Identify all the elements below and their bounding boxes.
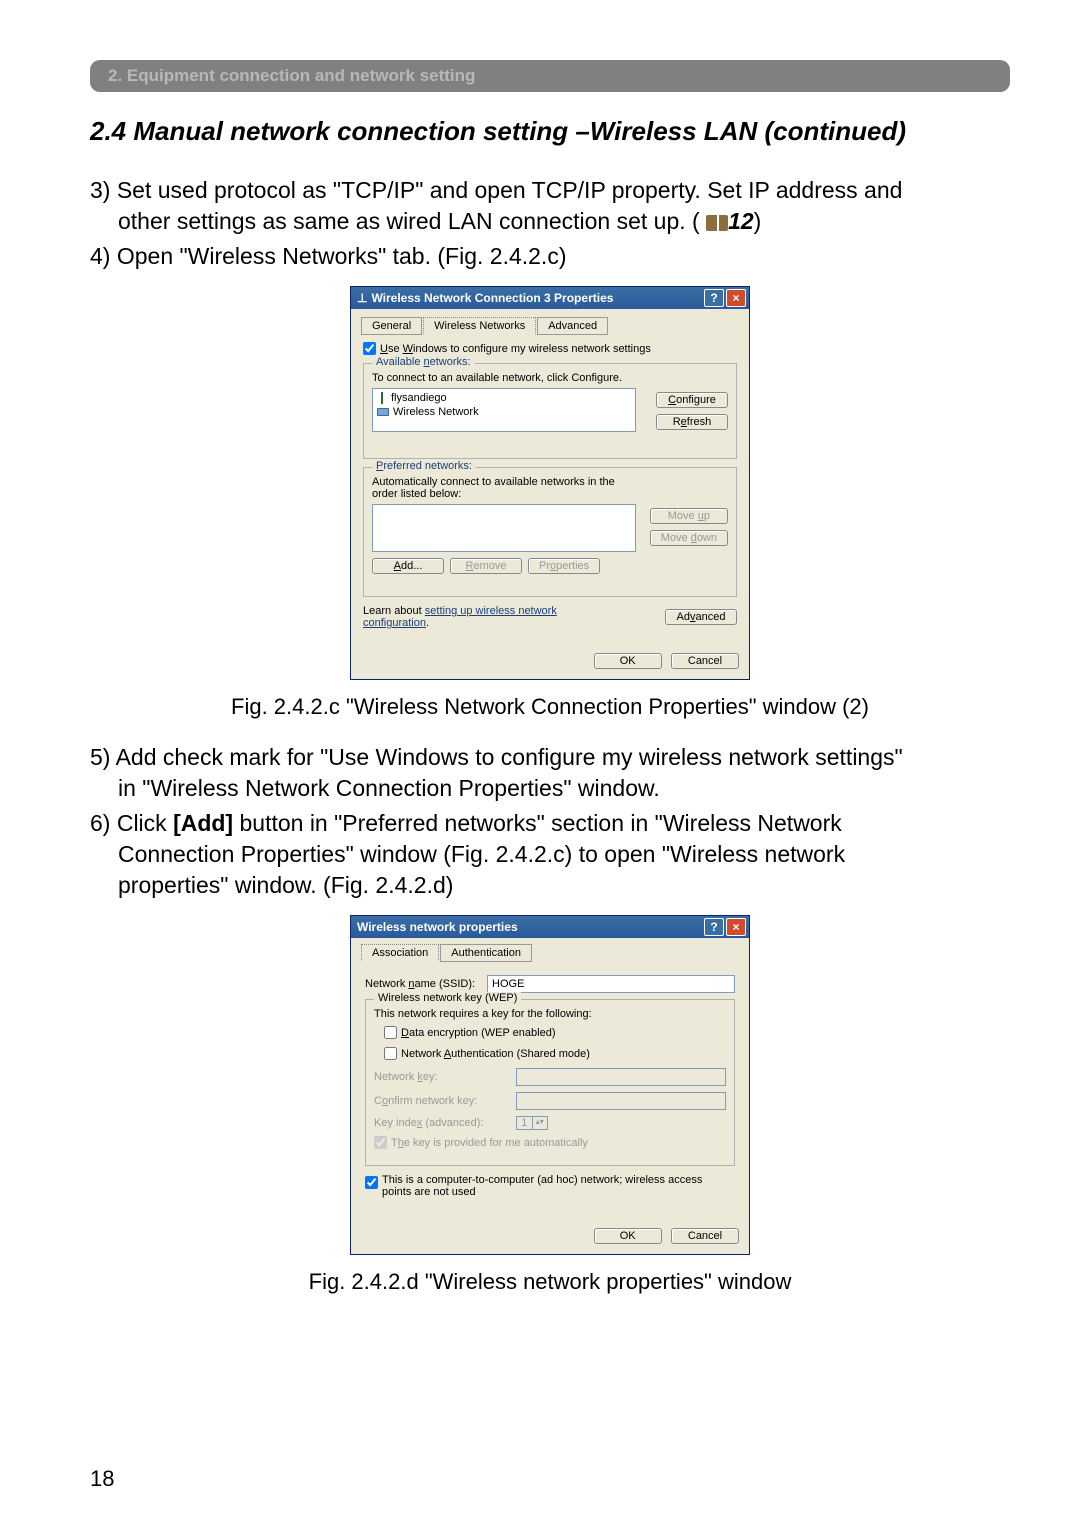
preferred-networks-group: Preferred networks: Automatically connec… <box>363 467 737 597</box>
remove-button[interactable]: Remove <box>450 558 522 574</box>
add-button[interactable]: Add... <box>372 558 444 574</box>
learn-prefix: Learn about <box>363 605 425 617</box>
step-5: 5) Add check mark for "Use Windows to co… <box>90 742 1010 804</box>
network-auth-label: Network Authentication (Shared mode) <box>401 1048 590 1060</box>
available-networks-group: Available networks: To connect to an ava… <box>363 363 737 459</box>
wep-hint: This network requires a key for the foll… <box>374 1008 726 1020</box>
data-encryption-checkbox[interactable] <box>384 1026 397 1039</box>
step-5-line1: 5) Add check mark for "Use Windows to co… <box>90 744 903 770</box>
confirm-key-input <box>516 1092 726 1110</box>
step-3-line2a: other settings as same as wired LAN conn… <box>118 208 700 234</box>
step-6: 6) Click [Add] button in "Preferred netw… <box>90 808 1010 901</box>
antenna-icon <box>377 392 387 404</box>
help-button[interactable]: ? <box>704 289 724 307</box>
wep-legend: Wireless network key (WEP) <box>374 992 521 1004</box>
step-3-line1: 3) Set used protocol as "TCP/IP" and ope… <box>90 177 902 203</box>
dialog1-title: Wireless Network Connection 3 Properties <box>371 291 613 305</box>
figure-c-wrap: ⊥ Wireless Network Connection 3 Properti… <box>90 286 1010 680</box>
adhoc-checkbox[interactable] <box>365 1176 378 1189</box>
use-windows-label: Use Windows to configure my wireless net… <box>380 343 651 355</box>
dialog2-tabs: Association Authentication <box>361 944 739 962</box>
key-index-value: 1 <box>517 1117 532 1129</box>
step-3: 3) Set used protocol as "TCP/IP" and ope… <box>90 175 1010 237</box>
network-name-2: Wireless Network <box>393 406 479 418</box>
advanced-button[interactable]: Advanced <box>665 609 737 625</box>
preferred-networks-list[interactable] <box>372 504 636 552</box>
step-6-c: Connection Properties" window (Fig. 2.4.… <box>90 839 1010 870</box>
close-button[interactable]: × <box>726 918 746 936</box>
step-6-a: 6) Click <box>90 810 173 836</box>
tab-wireless-networks[interactable]: Wireless Networks <box>423 317 536 335</box>
key-auto-checkbox <box>374 1136 387 1149</box>
close-button[interactable]: × <box>726 289 746 307</box>
dialog1-tabs: General Wireless Networks Advanced <box>361 317 739 335</box>
step-4: 4) Open "Wireless Networks" tab. (Fig. 2… <box>90 241 1010 272</box>
adhoc-icon <box>377 408 389 416</box>
step-5-line2: in "Wireless Network Connection Properti… <box>90 773 1010 804</box>
key-auto-label: The key is provided for me automatically <box>391 1137 588 1149</box>
step-6-d: properties" window. (Fig. 2.4.2.d) <box>90 870 1010 901</box>
available-hint: To connect to an available network, clic… <box>372 372 636 384</box>
key-index-label: Key index (advanced): <box>374 1117 504 1129</box>
figure-d-caption: Fig. 2.4.2.d "Wireless network propertie… <box>90 1269 1010 1295</box>
key-index-spinner: 1▴▾ <box>516 1116 548 1130</box>
wep-group: Wireless network key (WEP) This network … <box>365 999 735 1166</box>
use-windows-checkbox[interactable] <box>363 342 376 355</box>
tab-authentication[interactable]: Authentication <box>440 944 532 962</box>
wifi-titlebar-icon: ⊥ <box>357 291 367 305</box>
step-6-add-bold: [Add] <box>173 810 233 836</box>
page-number: 18 <box>90 1466 114 1492</box>
cancel-button[interactable]: Cancel <box>671 653 739 669</box>
figure-c-caption: Fig. 2.4.2.c "Wireless Network Connectio… <box>90 694 1010 720</box>
chapter-header: 2. Equipment connection and network sett… <box>90 60 1010 92</box>
preferred-networks-legend: Preferred networks: <box>372 460 476 472</box>
dialog2-titlebar: Wireless network properties ? × <box>351 916 749 938</box>
moveup-button[interactable]: Move up <box>650 508 728 524</box>
dialog2-title: Wireless network properties <box>357 920 518 934</box>
data-encryption-label: Data encryption (WEP enabled) <box>401 1027 556 1039</box>
list-item[interactable]: Wireless Network <box>377 405 631 419</box>
ssid-label: Network name (SSID): <box>365 978 475 990</box>
book-icon <box>706 215 728 231</box>
dialog1-titlebar: ⊥ Wireless Network Connection 3 Properti… <box>351 287 749 309</box>
wireless-conn-properties-dialog: ⊥ Wireless Network Connection 3 Properti… <box>350 286 750 680</box>
network-auth-checkbox[interactable] <box>384 1047 397 1060</box>
ssid-input[interactable] <box>487 975 735 993</box>
learn-about-text: Learn about setting up wireless network … <box>363 605 603 629</box>
cancel-button[interactable]: Cancel <box>671 1228 739 1244</box>
ref-12: 12 <box>728 208 754 234</box>
confirm-key-label: Confirm network key: <box>374 1095 504 1107</box>
figure-d-wrap: Wireless network properties ? × Associat… <box>90 915 1010 1255</box>
movedown-button[interactable]: Move down <box>650 530 728 546</box>
properties-button[interactable]: Properties <box>528 558 600 574</box>
tab-association[interactable]: Association <box>361 944 439 962</box>
step-6-b: button in "Preferred networks" section i… <box>233 810 842 836</box>
refresh-button[interactable]: Refresh <box>656 414 728 430</box>
adhoc-label: This is a computer-to-computer (ad hoc) … <box>382 1174 712 1198</box>
network-key-input <box>516 1068 726 1086</box>
preferred-hint: Automatically connect to available netwo… <box>372 476 636 500</box>
configure-button[interactable]: Configure <box>656 392 728 408</box>
help-button[interactable]: ? <box>704 918 724 936</box>
section-title: 2.4 Manual network connection setting –W… <box>90 116 1010 147</box>
step-3-line2b: ) <box>754 208 762 234</box>
tab-general[interactable]: General <box>361 317 422 335</box>
tab-advanced[interactable]: Advanced <box>537 317 608 335</box>
ok-button[interactable]: OK <box>594 1228 662 1244</box>
ok-button[interactable]: OK <box>594 653 662 669</box>
wireless-network-properties-dialog: Wireless network properties ? × Associat… <box>350 915 750 1255</box>
network-name-1: flysandiego <box>391 392 447 404</box>
use-windows-checkbox-row[interactable]: Use Windows to configure my wireless net… <box>363 342 737 355</box>
available-networks-list[interactable]: flysandiego Wireless Network <box>372 388 636 432</box>
network-key-label: Network key: <box>374 1071 504 1083</box>
available-networks-legend: Available networks: <box>372 356 475 368</box>
list-item[interactable]: flysandiego <box>377 391 631 405</box>
